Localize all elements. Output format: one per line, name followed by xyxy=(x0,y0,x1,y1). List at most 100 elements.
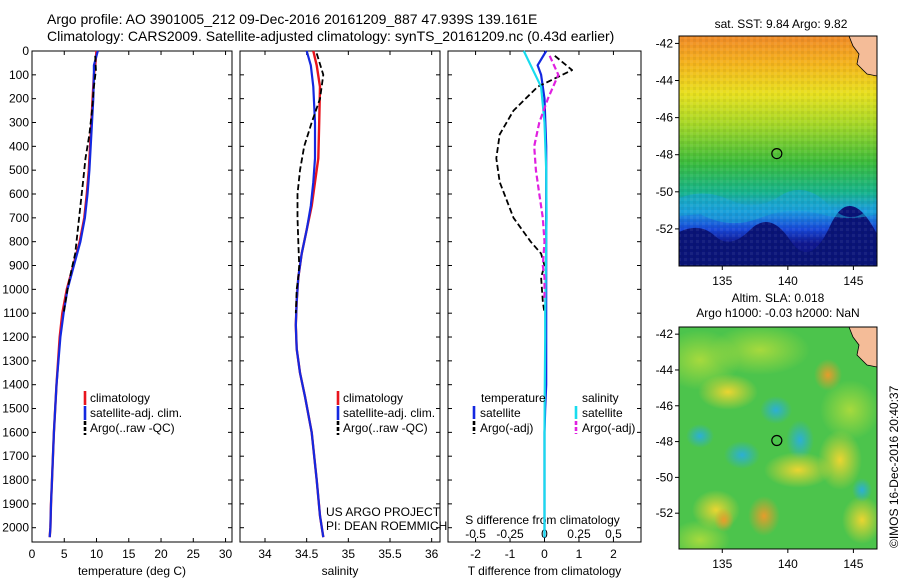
x-tick-label: 145 xyxy=(843,557,863,571)
x2-axis-label: S difference from climatology xyxy=(465,513,620,527)
anomaly-blob xyxy=(710,327,810,375)
y-tick-label: 800 xyxy=(9,235,29,249)
y-tick-label: 400 xyxy=(9,139,29,153)
pixel-texture xyxy=(679,36,877,266)
anomaly-blob xyxy=(724,441,760,469)
title-line-1: Argo profile: AO 3901005_212 09-Dec-2016… xyxy=(47,11,538,27)
y-tick-label: -52 xyxy=(656,506,674,520)
x-tick-label: 36 xyxy=(425,547,439,561)
x-tick-label: 34 xyxy=(258,547,272,561)
series-argo--adj- xyxy=(533,55,560,302)
title-line-2: Climatology: CARS2009. Satellite-adjuste… xyxy=(47,28,615,44)
anomaly-blob xyxy=(820,380,877,440)
y-tick-label: 1600 xyxy=(2,425,29,439)
y-tick-label: 1100 xyxy=(3,306,29,320)
y-tick-label: 1900 xyxy=(2,497,29,511)
x-tick-label: 1 xyxy=(576,547,583,561)
y-tick-label: -48 xyxy=(656,435,674,449)
x2-tick-label: 0.5 xyxy=(605,527,622,541)
x-axis-label: temperature (deg C) xyxy=(78,564,186,578)
x2-tick-label: -0.5 xyxy=(465,527,486,541)
x-tick-label: -1 xyxy=(505,547,516,561)
anomaly-blob xyxy=(852,478,872,502)
x-tick-label: 140 xyxy=(778,557,798,571)
x-tick-label: 25 xyxy=(187,547,201,561)
legend-header: temperature xyxy=(481,391,546,405)
x2-tick-label: 0.25 xyxy=(567,527,591,541)
y-tick-label: 1000 xyxy=(2,282,29,296)
map-panel-2: 135 140 145 -42 -44 -46 -48 -50 -52 Altim. SLA: 0… xyxy=(656,291,878,571)
legend-label: Argo(..raw -QC) xyxy=(90,421,175,435)
series-argo---raw--qc- xyxy=(294,53,325,314)
anomaly-blob xyxy=(760,396,792,424)
legend-label: Argo(-adj) xyxy=(480,421,533,435)
argo-position-marker xyxy=(771,434,783,447)
profile-panel-1: 0100200300400500600700800900100011001200… xyxy=(2,44,232,578)
y-tick-label: 600 xyxy=(9,187,29,201)
y-tick-label: 1200 xyxy=(2,330,29,344)
anomaly-blob xyxy=(814,359,842,391)
x-tick-label: 135 xyxy=(712,274,732,288)
y-tick-label: -50 xyxy=(656,470,674,484)
y-tick-label: -42 xyxy=(656,36,674,50)
legend-header: salinity xyxy=(582,391,619,405)
x-tick-label: 20 xyxy=(154,547,168,561)
map-frame xyxy=(678,326,878,550)
series-argo--adj- xyxy=(495,55,573,314)
x-tick-label: 34.5 xyxy=(295,547,319,561)
legend-label: satellite-adj. clim. xyxy=(90,406,182,420)
x-tick-label: 0 xyxy=(541,547,548,561)
x-tick-label: 140 xyxy=(778,274,798,288)
y-tick-label: 1400 xyxy=(2,378,29,392)
x-tick-label: 10 xyxy=(90,547,104,561)
project-credit: US ARGO PROJECT xyxy=(326,505,441,519)
plot-frame xyxy=(239,50,441,543)
y-tick-label: 100 xyxy=(9,68,29,82)
x-tick-label: 35.5 xyxy=(378,547,402,561)
x-axis-label: salinity xyxy=(322,564,359,578)
anomaly-blob xyxy=(818,430,862,490)
land-coastline xyxy=(848,36,877,77)
x-tick-label: 5 xyxy=(61,547,68,561)
anomaly-blob xyxy=(786,420,814,460)
x-tick-label: 0 xyxy=(29,547,36,561)
x-tick-label: 35 xyxy=(342,547,356,561)
anomaly-blob xyxy=(748,496,780,536)
x-axis-label: T difference from climatology xyxy=(468,564,622,578)
land-coastline xyxy=(848,327,877,368)
anomaly-blob xyxy=(842,496,877,544)
anomaly-blob xyxy=(698,374,758,410)
y-tick-label: 2000 xyxy=(2,521,29,535)
y-tick-label: 200 xyxy=(9,92,29,106)
profile-panel-2: 34 34.5 35 35.5 36 salinity xyxy=(239,50,441,578)
legend-label: satellite xyxy=(480,406,521,420)
anomaly-blob xyxy=(686,424,714,448)
x-tick-label: 30 xyxy=(219,547,233,561)
x-tick-label: 15 xyxy=(122,547,136,561)
map-field xyxy=(679,327,877,549)
x-tick-label: 2 xyxy=(610,547,617,561)
y-tick-label: 500 xyxy=(9,163,29,177)
plot-frame xyxy=(31,50,233,543)
y-tick-label: 300 xyxy=(9,116,29,130)
y-tick-label: -52 xyxy=(656,222,674,236)
x-tick-label: 135 xyxy=(712,557,732,571)
y-tick-label: 1500 xyxy=(2,402,29,416)
series-argo---raw--qc- xyxy=(62,55,97,314)
legend-label: Argo(..raw -QC) xyxy=(343,421,428,435)
map-title-line-1: Altim. SLA: 0.018 xyxy=(732,291,825,305)
x-tick-label: 145 xyxy=(843,274,863,288)
legend-label: satellite-adj. clim. xyxy=(343,406,435,420)
y-tick-label: 0 xyxy=(22,44,29,58)
legend-label: climatology xyxy=(90,391,150,405)
map-title: sat. SST: 9.84 Argo: 9.82 xyxy=(715,17,848,31)
map-panel-1: 135 140 145 -42 -44 -46 -48 -50 -52 sat. SST: 9.8… xyxy=(656,17,878,288)
y-tick-label: 1800 xyxy=(2,473,29,487)
x-tick-label: -2 xyxy=(470,547,481,561)
y-tick-label: -48 xyxy=(656,148,674,162)
y-tick-label: -46 xyxy=(656,111,674,125)
